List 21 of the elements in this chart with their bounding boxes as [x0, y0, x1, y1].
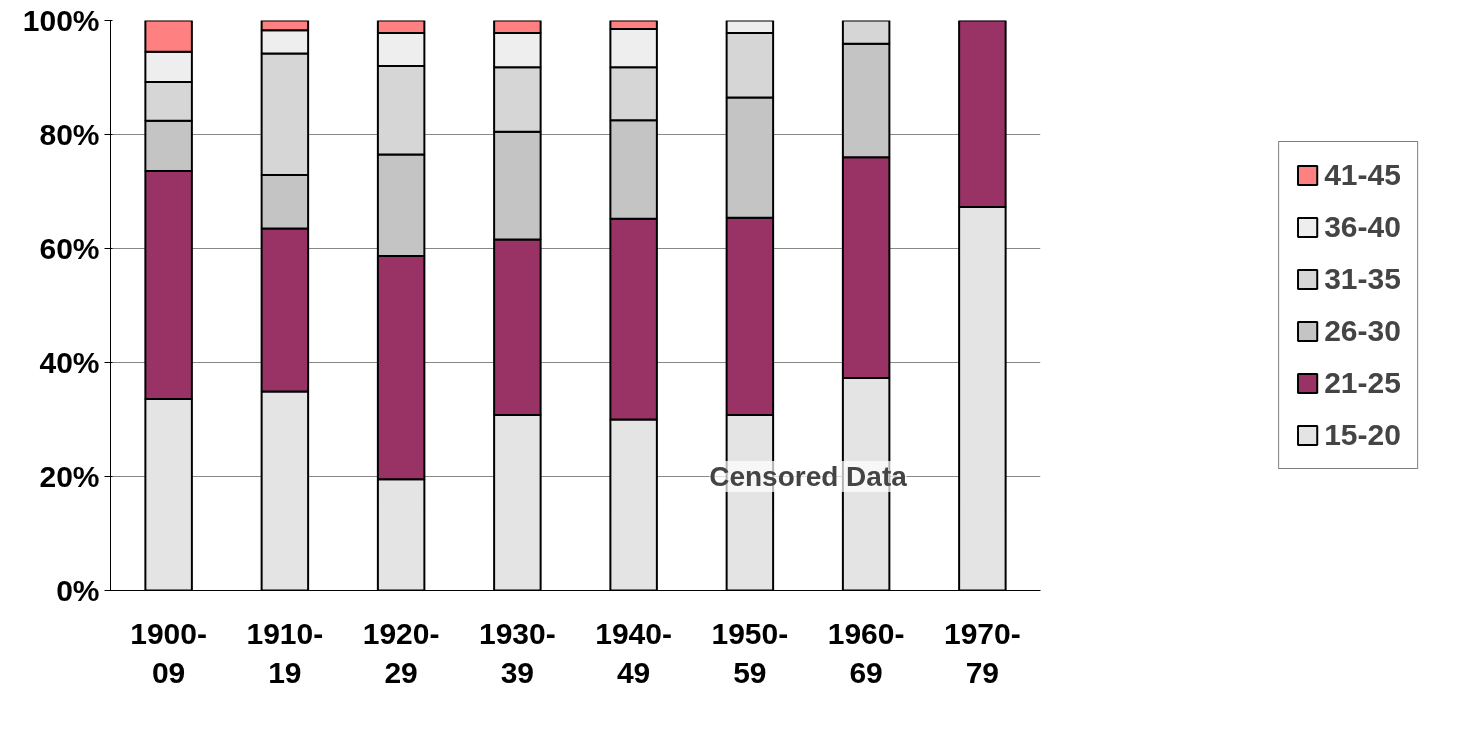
x-tick-label: 1950-59: [711, 616, 789, 690]
x-tick-label: 1930-39: [479, 616, 556, 690]
y-tick-label: 40%: [39, 346, 100, 379]
legend-label: 36-40: [1324, 210, 1401, 244]
y-tick-label: 20%: [39, 460, 100, 493]
legend-label: 41-45: [1324, 158, 1401, 192]
annotation: Censored Data: [709, 461, 908, 492]
legend-label: 21-25: [1324, 366, 1401, 400]
y-tick-label: 60%: [39, 232, 100, 265]
legend-label: 31-35: [1324, 262, 1401, 296]
x-tick-label: 1940-49: [595, 616, 672, 690]
x-tick-label: 1970-79: [944, 616, 1021, 690]
legend-label: 15-20: [1324, 418, 1401, 452]
y-tick-label: 100%: [22, 4, 100, 37]
y-tick-label: 0%: [56, 574, 100, 607]
x-tick-label: 1910-19: [246, 616, 324, 690]
y-tick-label: 80%: [39, 118, 100, 151]
x-tick-label: 1920-29: [362, 616, 440, 690]
x-tick-label: 1960-69: [827, 616, 905, 690]
x-tick-label: 1900-09: [130, 616, 207, 690]
legend-label: 26-30: [1324, 314, 1401, 348]
